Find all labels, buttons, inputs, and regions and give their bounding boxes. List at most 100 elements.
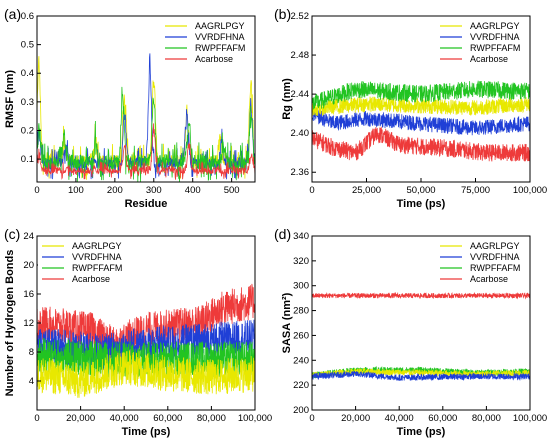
y-tick-label: 4 [29,376,34,387]
x-tick-label: 40,000 [385,413,414,424]
x-tick-label: 200 [107,185,123,196]
legend-label: AAGRLPGY [470,241,520,251]
series-line-acarbose [37,123,255,180]
x-axis-label: Time (ps) [397,426,446,438]
x-tick-label: 500 [224,185,240,196]
y-tick-label: 8 [29,347,34,358]
x-axis-label: Time (ps) [122,426,171,438]
series-line-acarbose [312,291,530,300]
series-line-aagrlpgy [37,349,255,398]
y-tick-label: 0.3 [21,97,34,108]
y-tick-label: 2.44 [291,89,310,100]
panel-label: (b) [274,6,291,22]
y-axis-label: Rg (nm) [281,78,293,120]
legend-label: VVRDFHNA [72,252,122,262]
y-tick-label: 280 [293,306,309,317]
x-tick-label: 0 [309,185,314,196]
y-tick-label: 16 [23,289,34,300]
legend-label: VVRDFHNA [470,252,520,262]
plot-area [312,291,530,382]
series-line-aagrlpgy [312,96,530,117]
x-tick-label: 0 [34,413,39,424]
x-tick-label: 100,000 [513,185,547,196]
y-tick-label: 260 [293,330,309,341]
legend-label: RWPFFAFM [470,263,520,273]
chart-panel-4: 0 20,000 40,000 60,000 80,000 100,000 200 220 24… [274,226,547,438]
x-tick-label: 60,000 [153,413,182,424]
panel-label: (d) [274,226,291,242]
y-tick-label: 2.40 [291,128,310,139]
y-tick-label: 20 [23,260,34,271]
x-tick-label: 25,000 [352,185,381,196]
legend-label: VVRDFHNA [470,32,520,42]
axes-frame [311,235,531,411]
legend-label: RWPFFAFM [470,43,520,53]
series-line-vvrdfhna [312,370,530,382]
panel-label: (c) [4,226,20,242]
series-line-rwpffafm [312,80,530,110]
y-tick-label: 240 [293,355,309,366]
x-axis-label: Residue [125,198,168,210]
y-tick-label: 2.52 [291,11,310,22]
x-tick-label: 20,000 [66,413,95,424]
legend-label: RWPFFAFM [72,263,122,273]
x-tick-label: 75,000 [461,185,490,196]
legend-label: AAGRLPGY [470,21,520,31]
x-tick-label: 400 [185,185,201,196]
y-tick-label: 24 [23,231,34,242]
x-tick-label: 0 [34,185,39,196]
x-axis-label: Time (ps) [397,198,446,210]
y-axis-label: SASA (nm²) [281,292,293,353]
legend-label: RWPFFAFM [195,43,245,53]
chart-panel-3: 0 20,000 40,000 60,000 80,000 100,000 4 8 12 16 20… [4,226,272,438]
y-tick-label: 340 [293,231,309,242]
x-tick-label: 50,000 [406,185,435,196]
x-tick-label: 0 [309,413,314,424]
x-tick-label: 100,000 [238,413,272,424]
y-tick-label: 0.4 [21,68,34,79]
x-tick-label: 100,000 [513,413,547,424]
x-tick-label: 100 [68,185,84,196]
legend-label: Acarbose [195,54,233,64]
x-tick-label: 40,000 [110,413,139,424]
x-tick-label: 20,000 [341,413,370,424]
plot-area [312,80,530,162]
y-axis-label: RMSF (nm) [4,70,16,128]
legend-label: AAGRLPGY [195,21,245,31]
legend-label: Acarbose [470,54,508,64]
y-tick-label: 0.6 [21,11,34,22]
y-tick-label: 12 [23,318,34,329]
x-tick-label: 60,000 [428,413,457,424]
y-tick-label: 320 [293,256,309,267]
y-tick-label: 200 [293,405,309,416]
y-tick-label: 2.48 [291,50,310,61]
legend-label: Acarbose [72,274,110,284]
x-tick-label: 80,000 [197,413,226,424]
x-tick-label: 300 [146,185,162,196]
axes-frame [36,15,256,183]
series-line-vvrdfhna [312,107,530,136]
x-tick-label: 80,000 [472,413,501,424]
series-line-acarbose [312,126,530,162]
y-tick-label: 0.1 [21,154,34,165]
y-axis-label: Number of Hydrogen Bonds [4,250,16,397]
y-tick-label: 0.5 [21,40,34,51]
plot-area [37,283,255,398]
chart-panel-1: 0 100 200 300 400 500 0.1 0.2 0.3 0.4 0.5 0.6 Residu… [4,6,256,210]
y-tick-label: 220 [293,380,309,391]
legend-label: AAGRLPGY [72,241,122,251]
chart-panel-2: 0 25,000 50,000 75,000 100,000 2.36 2.40 2.44 2.… [274,6,547,210]
panel-label: (a) [4,6,21,22]
y-tick-label: 300 [293,281,309,292]
series-line-acarbose [37,283,255,362]
plot-area [37,53,255,182]
y-tick-label: 2.36 [291,167,310,178]
y-tick-label: 0.2 [21,125,34,136]
legend-label: VVRDFHNA [195,32,245,42]
legend-label: Acarbose [470,274,508,284]
